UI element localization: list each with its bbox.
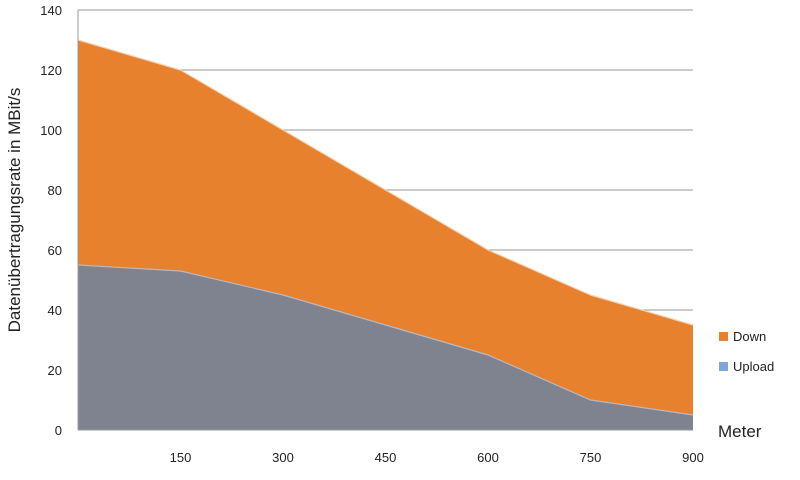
x-tick-750: 750: [580, 450, 602, 465]
axes: [77, 10, 693, 431]
x-tick-150: 150: [170, 450, 192, 465]
series-areas: [77, 39, 694, 430]
y-tick-60: 60: [48, 243, 62, 258]
x-tick-300: 300: [272, 450, 294, 465]
line-upload: [77, 264, 694, 416]
x-tick-labels: 150 300 450 600 750 900: [170, 450, 704, 465]
y-tick-80: 80: [48, 183, 62, 198]
y-tick-labels: 0 20 40 60 80 100 120 140: [40, 3, 62, 438]
y-tick-120: 120: [40, 63, 62, 78]
y-tick-0: 0: [55, 423, 62, 438]
x-tick-450: 450: [375, 450, 397, 465]
y-axis-label: Datenübertragungsrate in MBit/s: [5, 88, 24, 333]
y-tick-100: 100: [40, 123, 62, 138]
y-tick-140: 140: [40, 3, 62, 18]
legend-swatch-down: [719, 332, 728, 341]
line-down: [77, 39, 694, 326]
y-tick-20: 20: [48, 363, 62, 378]
y-tick-40: 40: [48, 303, 62, 318]
legend-label-down: Down: [733, 329, 766, 344]
area-upload: [78, 265, 693, 430]
x-tick-900: 900: [682, 450, 704, 465]
x-tick-600: 600: [477, 450, 499, 465]
x-axis-label: Meter: [718, 422, 762, 441]
legend: Down Upload: [719, 329, 774, 374]
legend-swatch-upload: [719, 362, 728, 371]
legend-label-upload: Upload: [733, 359, 774, 374]
